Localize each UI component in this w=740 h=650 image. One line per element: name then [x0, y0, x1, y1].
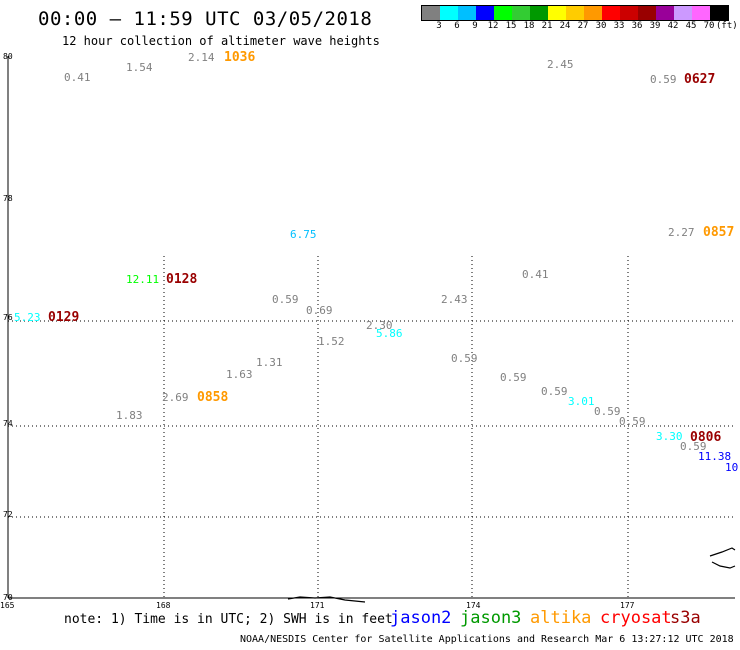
observation-time-label: 1036 [224, 50, 256, 65]
colorbar-swatch [530, 6, 548, 20]
wave-height-label: 10 [725, 461, 739, 474]
wave-height-label: 0.41 [522, 268, 549, 281]
wave-height-label: 2.14 [188, 51, 215, 64]
colorbar-swatch [602, 6, 620, 20]
colorbar-tick-label: 9 [472, 21, 478, 31]
colorbar-tick-label: 15 [505, 21, 517, 31]
longitude-label: 168 [156, 601, 171, 610]
colorbar-tick-label: 12 [487, 21, 499, 31]
wave-height-label: 2.69 [162, 391, 189, 404]
colorbar-tick-label: 42 [667, 21, 679, 31]
colorbar-tick-label: 27 [577, 21, 589, 31]
colorbar-swatch [656, 6, 674, 20]
wave-height-label: 0.59 [650, 73, 677, 86]
colorbar-swatch [710, 6, 728, 20]
colorbar-tick-label: 6 [454, 21, 460, 31]
wave-height-label: 0.59 [500, 371, 527, 384]
graticule [8, 256, 735, 598]
satellite-legend-altika: altika [530, 608, 592, 628]
wave-height-label: 0.59 [451, 352, 478, 365]
observation-time-label: 0128 [166, 272, 198, 287]
footer-note: note: 1) Time is in UTC; 2) SWH is in fe… [64, 612, 393, 627]
colorbar-swatch [674, 6, 692, 20]
wave-height-label: 1.63 [226, 368, 253, 381]
observation-time-label: 0857 [703, 225, 735, 240]
colorbar-labels: 3 6 9 12 15 18 21 24 27 30 33 36 39 42 45 70 [421, 21, 740, 33]
wave-height-label: 2.27 [668, 226, 695, 239]
satellite-legend-jason3: jason3 [460, 608, 522, 628]
wave-height-label: 0.41 [64, 71, 91, 84]
credit: NOAA/NESDIS Center for Satellite Applica… [240, 634, 734, 645]
colorbar-tick-label: 21 [541, 21, 553, 31]
latitude-label: 70 [3, 593, 13, 602]
latitude-label: 72 [3, 510, 13, 519]
colorbar-swatch [476, 6, 494, 20]
wave-height-label: 5.86 [376, 327, 403, 340]
longitude-label: 165 [0, 601, 15, 610]
latitude-label: 78 [3, 194, 13, 203]
map-frame [7, 56, 735, 599]
colorbar-swatch [458, 6, 476, 20]
longitude-label: 171 [310, 601, 325, 610]
colorbar-tick-label: 30 [595, 21, 607, 31]
colorbar-tick-label: 18 [523, 21, 535, 31]
observation-time-label: 0806 [690, 430, 722, 445]
wave-height-label: 3.30 [656, 430, 683, 443]
longitude-label: 174 [466, 601, 481, 610]
wave-height-label: 0.69 [306, 304, 333, 317]
colorbar-swatch [548, 6, 566, 20]
wave-height-label: 0.59 [541, 385, 568, 398]
observation-time-label: 0858 [197, 390, 229, 405]
colorbar-tick-label: 3 [436, 21, 442, 31]
colorbar-tick-label: 24 [559, 21, 571, 31]
observation-time-label: 0129 [48, 310, 80, 325]
satellite-legend-s3a: s3a [670, 608, 701, 628]
wave-height-label: 11.38 [698, 450, 732, 463]
wave-height-label: 1.54 [126, 61, 153, 74]
colorbar-swatch [692, 6, 710, 20]
wave-height-label: 1.83 [116, 409, 143, 422]
colorbar-swatch [512, 6, 530, 20]
latitude-label: 80 [3, 52, 13, 61]
colorbar-swatch [494, 6, 512, 20]
wave-height-label: 0.59 [272, 293, 299, 306]
wave-height-label: 6.75 [290, 228, 317, 241]
colorbar [421, 5, 729, 21]
latitude-label: 76 [3, 313, 13, 322]
colorbar-tick-label: 45 [685, 21, 697, 31]
wave-height-label: 1.31 [256, 356, 283, 369]
wave-height-label: 1.52 [318, 335, 345, 348]
wave-height-label: 2.45 [547, 58, 574, 71]
wave-height-label: 0.59 [619, 415, 646, 428]
wave-height-label: 3.01 [568, 395, 595, 408]
colorbar-swatch [422, 6, 440, 20]
colorbar-tick-label: 36 [631, 21, 643, 31]
title: 00:00 – 11:59 UTC 03/05/2018 [38, 8, 373, 30]
colorbar-swatch [584, 6, 602, 20]
colorbar-tick-label: 39 [649, 21, 661, 31]
colorbar-units: (ft) [716, 21, 738, 31]
wave-height-label: 12.11 [126, 273, 160, 286]
coastline [287, 547, 736, 603]
wave-height-label: 0.59 [680, 440, 707, 453]
latitude-label: 74 [3, 419, 13, 428]
wave-height-label: 0.59 [594, 405, 621, 418]
colorbar-swatch [566, 6, 584, 20]
satellite-legend-jason2: jason2 [390, 608, 452, 628]
colorbar-tick-label: 70 [703, 21, 715, 31]
colorbar-tick-label: 33 [613, 21, 625, 31]
colorbar-swatch [440, 6, 458, 20]
wave-height-label: 2.43 [441, 293, 468, 306]
longitude-label: 177 [620, 601, 635, 610]
colorbar-swatch [620, 6, 638, 20]
subtitle: 12 hour collection of altimeter wave hei… [62, 34, 380, 48]
observation-time-label: 0627 [684, 72, 716, 87]
wave-height-label: 2.30 [366, 319, 393, 332]
satellite-legend-cryosat: cryosat [600, 608, 672, 628]
wave-height-label: 5.23 [14, 311, 41, 324]
colorbar-swatch [638, 6, 656, 20]
